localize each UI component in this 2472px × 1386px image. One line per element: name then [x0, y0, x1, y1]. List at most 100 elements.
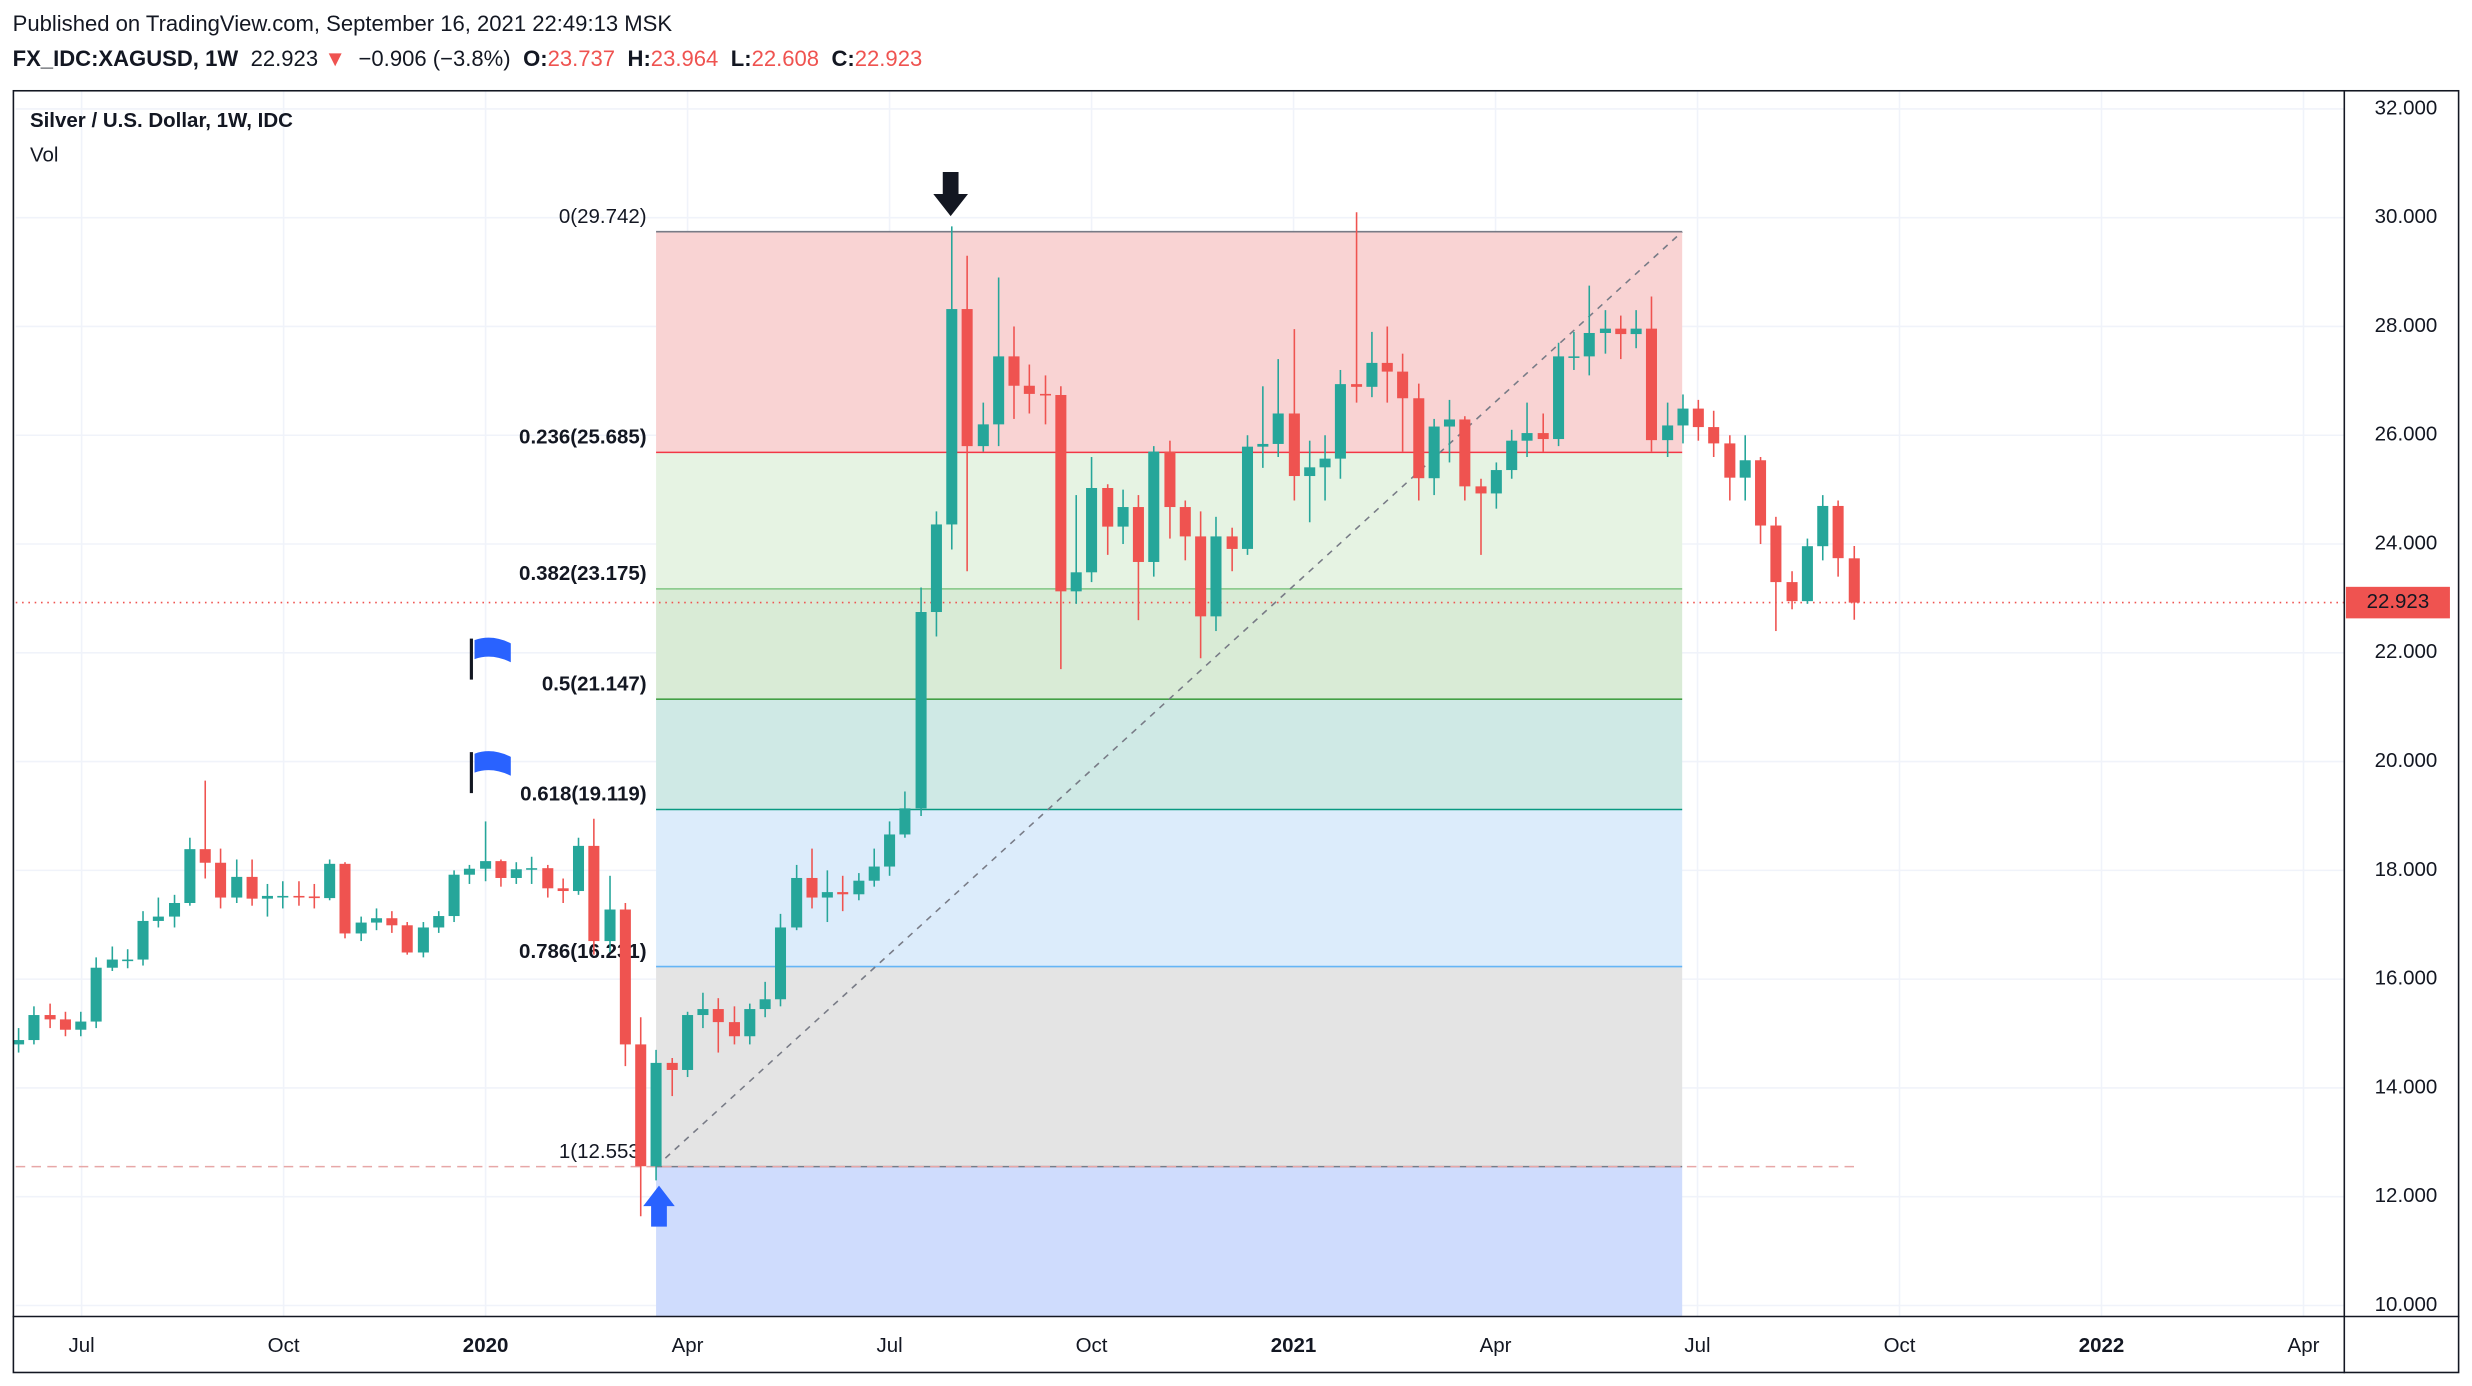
candle-body: [75, 1021, 87, 1030]
y-tick-label: 30.000: [2375, 205, 2438, 228]
candle-body: [1490, 470, 1502, 494]
chart-title: Silver / U.S. Dollar, 1W, IDC: [30, 109, 293, 132]
candle-body: [324, 863, 336, 899]
candle-body: [137, 920, 149, 960]
candle-body: [1132, 507, 1144, 562]
open-value: 23.737: [548, 46, 615, 71]
candle-body: [899, 808, 911, 835]
candle-body: [1055, 394, 1067, 592]
candle-body: [930, 524, 942, 613]
flag: [474, 751, 511, 776]
y-tick-label: 14.000: [2375, 1075, 2438, 1098]
candle-body: [401, 925, 413, 953]
candle-body: [371, 918, 383, 923]
candle-body: [1195, 536, 1207, 617]
x-tick-label: Apr: [2288, 1334, 2320, 1357]
candle-body: [837, 892, 849, 895]
candle-body: [1023, 385, 1035, 394]
published-note: Published on TradingView.com, September …: [13, 11, 673, 36]
x-tick-label: Oct: [1076, 1334, 1108, 1357]
y-tick-label: 22.000: [2375, 640, 2438, 663]
candle-body: [1537, 433, 1549, 440]
candle-body: [1117, 507, 1129, 527]
last-price-badge: [2345, 586, 2450, 619]
candle-body: [946, 309, 958, 525]
low-label: L:: [731, 46, 752, 71]
candle-body: [961, 309, 973, 447]
fib-zone: [656, 699, 1683, 810]
candle-body: [1428, 426, 1440, 479]
high-value: 23.964: [651, 46, 718, 71]
fib-level-label: 0.5(21.147): [542, 672, 647, 695]
candle-body: [184, 849, 196, 903]
candle-body: [1351, 384, 1363, 387]
x-tick-label: 2021: [1271, 1334, 1317, 1357]
candle-body: [215, 862, 227, 898]
candle-body: [510, 869, 522, 878]
flag: [474, 637, 511, 663]
fib-level-label: 1(12.553): [559, 1140, 647, 1163]
y-tick-label: 28.000: [2375, 314, 2438, 337]
chart-frame: [12, 89, 2460, 1374]
candle-body: [106, 959, 118, 968]
candle-body: [1475, 486, 1487, 494]
change-arrow: ▼: [324, 46, 346, 71]
x-tick-label: Jul: [69, 1334, 95, 1357]
candle-body: [557, 888, 569, 892]
candle-body: [884, 834, 896, 867]
candle-body: [1755, 460, 1767, 526]
candle-body: [806, 877, 818, 898]
fib-trend-line: [655, 231, 1683, 1168]
candle-body: [1708, 427, 1720, 444]
candle-body: [791, 877, 803, 928]
candle-body: [744, 1009, 756, 1037]
candle-body: [1645, 328, 1657, 441]
candle-body: [1413, 398, 1425, 479]
candle-body: [261, 895, 273, 899]
candle-body: [169, 902, 181, 917]
candle-body: [1724, 443, 1736, 478]
candle-body: [682, 1015, 694, 1070]
candle-body: [1288, 413, 1300, 477]
open-label: O:: [523, 46, 548, 71]
candle-body: [152, 916, 164, 921]
y-tick-label: 12.000: [2375, 1184, 2438, 1207]
y-tick-label: 18.000: [2375, 858, 2438, 881]
candle-body: [1583, 332, 1595, 357]
candle-body: [697, 1009, 709, 1016]
symbol-line: FX_IDC:XAGUSD, 1W 22.923 ▼ −0.906 (−3.8%…: [13, 46, 923, 71]
candle-body: [635, 1044, 647, 1167]
candle-body: [1164, 451, 1176, 508]
candle-body: [650, 1062, 662, 1167]
candle-body: [293, 895, 305, 898]
candle-body: [1443, 419, 1456, 427]
candle-body: [246, 876, 258, 899]
low-value: 22.608: [752, 46, 819, 71]
close-label: C:: [831, 46, 854, 71]
price: 22.923: [251, 46, 318, 71]
fib-level-label: 0.786(16.231): [519, 940, 647, 963]
chart-subtitle: Vol: [30, 144, 58, 167]
fib-zone: [656, 588, 1683, 700]
candle-body: [277, 895, 289, 898]
candle-body: [526, 868, 538, 870]
candle-body: [1008, 356, 1020, 386]
candle-body: [90, 967, 102, 1022]
candle-body: [433, 916, 445, 928]
candle-body: [977, 424, 989, 447]
candle-body: [308, 896, 320, 899]
candle-body: [1070, 572, 1082, 592]
candle-body: [1692, 408, 1704, 428]
candle-body: [1366, 362, 1378, 387]
symbol: FX_IDC:XAGUSD, 1W: [13, 46, 239, 71]
candle-body: [13, 1040, 25, 1045]
candle-body: [1832, 505, 1844, 559]
candle-body: [1334, 384, 1346, 459]
candle-body: [1179, 507, 1191, 537]
candle-body: [1086, 488, 1098, 573]
candle-body: [1662, 425, 1674, 441]
x-tick-label: 2022: [2079, 1334, 2125, 1357]
candle-body: [480, 861, 492, 869]
candle-body: [1786, 582, 1798, 602]
candle-body: [1210, 536, 1222, 617]
